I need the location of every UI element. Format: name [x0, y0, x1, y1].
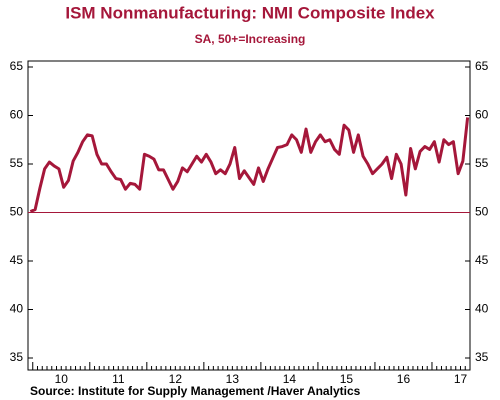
y-tick-label: 50: [10, 205, 24, 219]
x-tick-label: 13: [226, 372, 240, 386]
x-tick-label: 14: [283, 372, 297, 386]
source-note: Source: Institute for Supply Management …: [30, 384, 361, 398]
data-line: [29, 117, 470, 213]
y2-tick-label: 55: [475, 156, 489, 170]
chart-title: ISM Nonmanufacturing: NMI Composite Inde…: [65, 3, 435, 22]
x-tick-label: 16: [397, 372, 411, 386]
y2-tick-label: 50: [475, 205, 489, 219]
y-tick-label: 60: [10, 108, 24, 122]
y2-tick-label: 35: [475, 350, 489, 364]
y2-tick-label: 65: [475, 59, 489, 73]
x-tick-label: 10: [55, 372, 69, 386]
y-tick-label: 35: [10, 350, 24, 364]
y2-tick-label: 60: [475, 108, 489, 122]
y-tick-label: 45: [10, 253, 24, 267]
x-tick-label: 17: [454, 372, 468, 386]
y2-tick-label: 45: [475, 253, 489, 267]
x-tick-label: 15: [340, 372, 354, 386]
x-tick-label: 12: [169, 372, 183, 386]
y-tick-label: 65: [10, 59, 24, 73]
y-tick-label: 55: [10, 156, 24, 170]
x-tick-label: 11: [112, 372, 125, 386]
plot-frame: [27, 60, 471, 371]
y2-tick-label: 40: [475, 302, 489, 316]
chart-subtitle: SA, 50+=Increasing: [195, 32, 306, 46]
y-tick-label: 40: [10, 302, 24, 316]
